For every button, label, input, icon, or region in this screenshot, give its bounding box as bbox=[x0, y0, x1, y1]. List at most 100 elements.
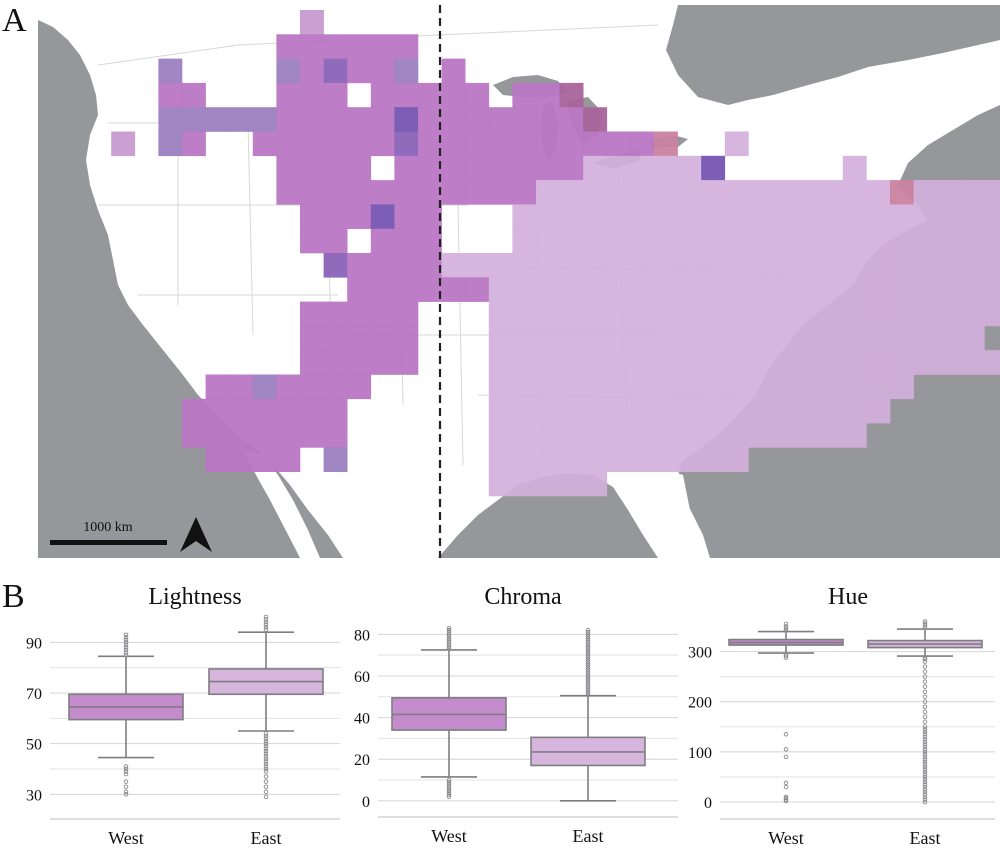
outlier-point bbox=[922, 737, 928, 742]
outlier-point bbox=[922, 669, 928, 674]
grid-cell bbox=[370, 82, 395, 108]
outlier-point bbox=[585, 629, 591, 635]
outlier-point bbox=[585, 632, 591, 637]
grid-cell bbox=[724, 423, 749, 448]
grid-cell bbox=[677, 277, 702, 302]
grid-cell bbox=[488, 155, 513, 181]
outlier-point bbox=[446, 629, 452, 635]
outlier-point bbox=[123, 652, 129, 658]
outlier-point bbox=[263, 733, 269, 739]
grid-cell bbox=[300, 423, 324, 448]
grid-cell bbox=[323, 398, 348, 424]
outlier-point bbox=[922, 656, 928, 662]
grid-cell bbox=[606, 253, 631, 278]
grid-cell bbox=[842, 350, 867, 375]
grid-cell bbox=[748, 180, 773, 205]
grid-cell bbox=[606, 204, 631, 229]
grid-cell bbox=[866, 374, 891, 400]
grid-cell bbox=[630, 204, 655, 229]
grid-cell bbox=[229, 374, 254, 400]
grid-cell bbox=[394, 253, 419, 278]
grid-cell bbox=[488, 301, 513, 327]
outlier-point bbox=[585, 642, 591, 647]
grid-cell bbox=[795, 423, 820, 448]
grid-cell bbox=[866, 277, 891, 302]
outlier-point bbox=[585, 675, 591, 681]
grid-cell bbox=[488, 180, 513, 205]
outlier-point bbox=[263, 751, 269, 757]
map: 1000 km bbox=[38, 5, 1000, 558]
outlier-point bbox=[123, 650, 129, 655]
grid-cell bbox=[583, 398, 608, 424]
outlier-point bbox=[446, 627, 452, 633]
grid-cell bbox=[300, 325, 324, 351]
grid-cell bbox=[795, 228, 820, 254]
grid-cell bbox=[182, 131, 206, 157]
outlier-point bbox=[585, 652, 591, 658]
grid-cell bbox=[488, 253, 513, 278]
grid-cell bbox=[630, 180, 655, 205]
grid-cell bbox=[536, 471, 560, 497]
grid-cell bbox=[654, 447, 678, 472]
grid-cell bbox=[842, 374, 867, 400]
grid-cell bbox=[795, 350, 820, 375]
grid-cell bbox=[323, 228, 348, 254]
grid-cell bbox=[606, 180, 631, 205]
grid-cell bbox=[606, 325, 631, 351]
grid-cell bbox=[795, 180, 820, 205]
grid-cell bbox=[323, 180, 348, 205]
grid-cell bbox=[654, 398, 678, 424]
grid-cell bbox=[182, 423, 206, 448]
grid-cell bbox=[394, 350, 419, 375]
grid-cell bbox=[866, 398, 891, 424]
grid-cell bbox=[819, 180, 844, 205]
outlier-point bbox=[922, 709, 928, 714]
grid-cell bbox=[960, 180, 985, 205]
grid-cell bbox=[370, 131, 395, 157]
grid-cell bbox=[984, 180, 1000, 205]
grid-cell bbox=[606, 131, 631, 157]
y-tick-label: 30 bbox=[26, 787, 42, 804]
outlier-point bbox=[263, 784, 269, 789]
outlier-point bbox=[922, 754, 928, 760]
outlier-point bbox=[123, 647, 129, 653]
grid-cell bbox=[701, 277, 726, 302]
grid-cell bbox=[488, 107, 513, 132]
grid-cell bbox=[654, 350, 678, 375]
grid-cell bbox=[772, 204, 796, 229]
grid-cell bbox=[630, 423, 655, 448]
grid-cell bbox=[536, 325, 560, 351]
outlier-point bbox=[446, 625, 452, 631]
grid-cell bbox=[300, 58, 324, 84]
grid-cell bbox=[724, 374, 749, 400]
grid-cell bbox=[748, 398, 773, 424]
grid-cell bbox=[748, 277, 773, 302]
grid-cell bbox=[276, 447, 301, 472]
grid-cell bbox=[300, 374, 324, 400]
outlier-point bbox=[585, 690, 591, 695]
outlier-point bbox=[585, 627, 591, 633]
grid-cell bbox=[724, 447, 749, 472]
grid-cell bbox=[890, 228, 914, 254]
outlier-point bbox=[263, 756, 269, 762]
grid-cell bbox=[701, 398, 726, 424]
grid-cell bbox=[630, 228, 655, 254]
outlier-point bbox=[585, 650, 591, 656]
grid-cell bbox=[394, 131, 419, 157]
grid-cell bbox=[677, 423, 702, 448]
outlier-point bbox=[263, 624, 269, 630]
grid-cell bbox=[677, 374, 702, 400]
grid-cell bbox=[559, 301, 584, 327]
grid-cell bbox=[559, 107, 584, 132]
outlier-point bbox=[446, 786, 452, 791]
outlier-point bbox=[123, 764, 129, 769]
outlier-point bbox=[446, 638, 452, 643]
outlier-point bbox=[783, 653, 789, 658]
outlier-point bbox=[922, 777, 928, 782]
y-tick-label: 0 bbox=[704, 795, 712, 812]
outlier-point bbox=[123, 642, 129, 648]
grid-cell bbox=[559, 228, 584, 254]
land-florida bbox=[646, 470, 693, 555]
grid-cell bbox=[960, 301, 985, 327]
grid-cell bbox=[583, 350, 608, 375]
